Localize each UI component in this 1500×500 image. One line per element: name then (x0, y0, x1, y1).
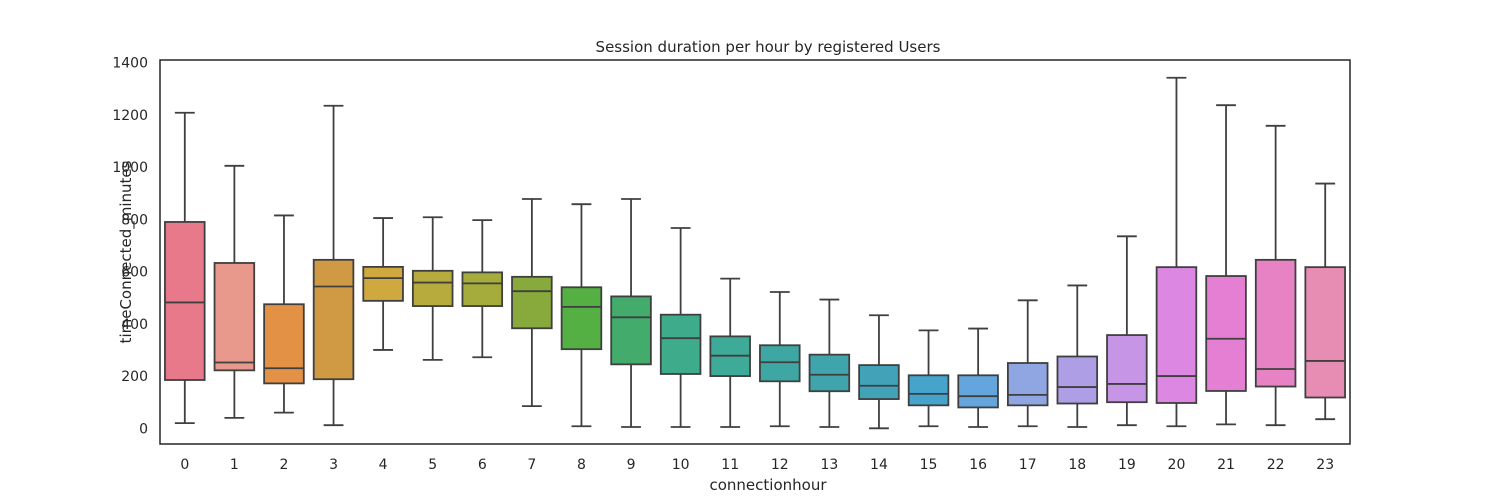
y-tick-label: 600 (121, 265, 148, 281)
box-body (1056, 355, 1099, 405)
box-1 (213, 164, 256, 419)
x-tick-label: 7 (527, 457, 536, 473)
x-axis-title: connectionhour (709, 476, 827, 494)
box-6 (461, 219, 504, 359)
box-16 (957, 327, 999, 428)
box-3 (312, 104, 355, 427)
box-body (808, 353, 851, 393)
x-axis: 0 1 2 3 4 5 6 7 8 9 10 11 12 13 14 15 16 17 18 19 20 21 22 23 (180, 457, 1334, 473)
y-tick-label: 1400 (112, 56, 148, 72)
y-tick-label: 800 (121, 212, 148, 228)
box-body (461, 271, 504, 307)
y-tick-label: 400 (121, 317, 148, 333)
y-axis: 0 200 400 600 800 1000 1200 1400 (112, 56, 148, 438)
x-tick-label: 16 (969, 457, 987, 473)
y-tick-label: 0 (139, 421, 148, 437)
box-body (1254, 258, 1297, 388)
box-10 (659, 227, 702, 428)
y-tick-label: 200 (121, 369, 148, 385)
x-tick-label: 4 (379, 457, 388, 473)
x-tick-label: 2 (279, 457, 288, 473)
box-body (957, 374, 999, 409)
box-11 (709, 277, 751, 428)
box-body (759, 344, 801, 383)
x-tick-label: 21 (1217, 457, 1235, 473)
box-body (164, 221, 206, 381)
box-body (411, 269, 454, 307)
chart-title: Session duration per hour by registered … (596, 38, 941, 56)
boxes-group (164, 76, 1346, 430)
y-tick-label: 1000 (112, 160, 148, 176)
x-tick-label: 8 (577, 457, 586, 473)
box-0 (164, 111, 206, 425)
box-18 (1056, 284, 1099, 428)
box-12 (759, 291, 801, 428)
box-17 (1006, 299, 1049, 428)
x-tick-label: 13 (820, 457, 838, 473)
box-body (659, 313, 702, 375)
x-tick-label: 0 (180, 457, 189, 473)
x-tick-label: 9 (627, 457, 636, 473)
x-tick-label: 14 (870, 457, 888, 473)
box-15 (907, 329, 950, 428)
box-22 (1254, 124, 1297, 427)
box-body (1304, 266, 1346, 399)
box-9 (610, 198, 652, 428)
box-2 (263, 214, 305, 414)
box-body (610, 295, 652, 366)
x-tick-label: 11 (721, 457, 739, 473)
box-21 (1205, 104, 1247, 426)
x-tick-label: 19 (1118, 457, 1136, 473)
box-body (263, 303, 305, 385)
box-body (907, 374, 950, 407)
x-tick-label: 22 (1267, 457, 1285, 473)
y-axis-title: timeConnected_minutes (117, 160, 136, 343)
x-tick-label: 18 (1068, 457, 1086, 473)
box-body (312, 258, 355, 381)
box-body (362, 265, 404, 302)
box-7 (511, 198, 553, 408)
box-body (1006, 362, 1049, 407)
box-4 (362, 217, 404, 351)
box-body (1155, 266, 1198, 404)
x-tick-label: 3 (329, 457, 338, 473)
box-body (858, 364, 900, 400)
x-tick-label: 23 (1316, 457, 1334, 473)
y-tick-label: 1200 (112, 108, 148, 124)
box-23 (1304, 182, 1346, 421)
x-tick-label: 12 (771, 457, 789, 473)
box-body (511, 275, 553, 330)
box-body (213, 262, 256, 372)
x-tick-label: 10 (672, 457, 690, 473)
x-tick-label: 17 (1019, 457, 1037, 473)
box-14 (858, 314, 900, 430)
x-tick-label: 6 (478, 457, 487, 473)
box-5 (411, 216, 454, 361)
box-13 (808, 298, 851, 428)
plot-frame (159, 59, 1351, 445)
box-body (1205, 275, 1247, 392)
box-20 (1155, 76, 1198, 428)
box-8 (560, 203, 603, 428)
x-tick-label: 5 (428, 457, 437, 473)
x-tick-label: 15 (920, 457, 938, 473)
box-body (560, 286, 603, 351)
x-tick-label: 20 (1168, 457, 1186, 473)
x-tick-label: 1 (230, 457, 239, 473)
box-body (1106, 334, 1148, 404)
box-19 (1106, 235, 1148, 427)
